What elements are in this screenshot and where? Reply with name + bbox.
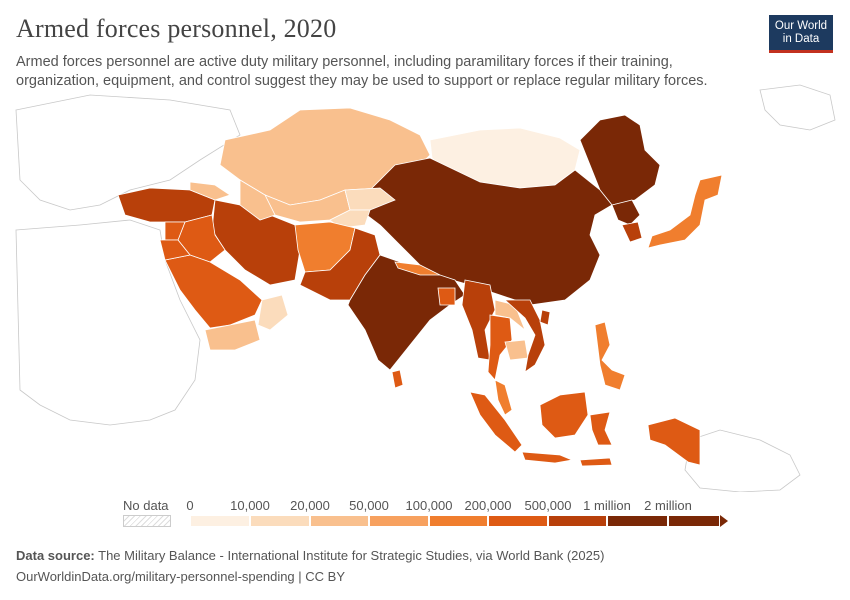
legend-bin[interactable] <box>488 515 548 527</box>
country-sulawesi <box>589 411 613 446</box>
country-pakistan <box>299 227 381 301</box>
country-kyrgyzstan <box>344 187 396 211</box>
source-label: Data source: <box>16 548 95 563</box>
legend-arrow-icon <box>720 515 728 527</box>
country-turkmenistan <box>239 179 276 221</box>
country-russia <box>579 114 661 206</box>
legend-tick: 100,000 <box>405 498 453 513</box>
legend-tick: 0 <box>186 498 194 513</box>
legend-bin[interactable] <box>607 515 668 527</box>
country-vietnam <box>503 299 546 373</box>
country-japan <box>647 174 723 249</box>
europe-outline <box>15 94 241 211</box>
australia-outline <box>684 429 801 492</box>
country-malaysia <box>494 379 513 416</box>
country-sri-lanka <box>391 369 404 389</box>
country-thailand <box>487 314 513 381</box>
country-jordan <box>159 239 191 261</box>
legend-bin-open[interactable] <box>668 515 720 527</box>
background-land <box>15 84 836 492</box>
owid-logo[interactable]: Our World in Data <box>769 15 833 53</box>
chart-subtitle: Armed forces personnel are active duty m… <box>16 54 708 89</box>
legend-tick: 200,000 <box>464 498 512 513</box>
country-philippines <box>594 321 626 391</box>
legend-bin[interactable] <box>429 515 488 527</box>
alaska-outline <box>759 84 836 131</box>
legend-nodata-swatch <box>123 515 171 527</box>
legend-nodata-label: No data <box>123 498 169 513</box>
country-yemen <box>204 319 261 351</box>
logo-line-1: Our World <box>774 20 828 32</box>
legend-bin[interactable] <box>250 515 310 527</box>
legend-bin[interactable] <box>310 515 369 527</box>
country-java <box>521 451 574 464</box>
source-text[interactable]: The Military Balance - International Ins… <box>98 548 605 563</box>
country-caucasus <box>189 181 231 201</box>
legend-tick: 1 million <box>583 498 631 513</box>
asia-map <box>15 84 836 492</box>
country-nepal <box>394 261 441 276</box>
legend-tick: 20,000 <box>290 498 330 513</box>
country-sumatra <box>469 391 523 453</box>
legend-bin[interactable] <box>369 515 429 527</box>
legend-tick: 10,000 <box>230 498 270 513</box>
africa-outline <box>15 219 201 426</box>
legend-tick: 2 million <box>644 498 692 513</box>
data-source: Data source: The Military Balance - Inte… <box>16 548 604 563</box>
legend-bin[interactable] <box>548 515 607 527</box>
legend-tick: 500,000 <box>524 498 572 513</box>
country-papua <box>647 417 701 466</box>
country-cambodia <box>504 339 529 361</box>
country-bangladesh <box>437 287 456 306</box>
source-url[interactable]: OurWorldinData.org/military-personnel-sp… <box>16 569 345 584</box>
country-oman <box>257 294 289 331</box>
country-lesser-sunda <box>579 457 613 467</box>
country-south-korea <box>621 221 643 243</box>
legend: No data 0 10,000 20,000 50,000 100,000 2… <box>0 492 850 542</box>
legend-bin[interactable] <box>190 515 250 527</box>
logo-line-2: in Data <box>782 32 820 45</box>
country-china <box>359 157 613 306</box>
country-north-korea <box>611 199 641 226</box>
legend-tick: 50,000 <box>349 498 389 513</box>
country-saudi-arabia <box>164 254 263 329</box>
chart-title: Armed forces personnel, 2020 <box>16 14 337 43</box>
country-taiwan <box>539 309 551 326</box>
country-borneo <box>539 391 589 439</box>
